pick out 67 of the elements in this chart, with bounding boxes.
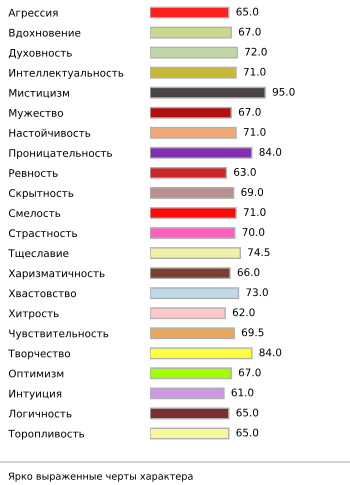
data-label: 70.0	[242, 228, 264, 236]
data-label: 67.0	[238, 368, 261, 376]
data-label: 69.0	[241, 188, 264, 196]
bar	[150, 6, 230, 18]
data-label: 95.0	[272, 88, 295, 96]
y-tick-label: Вдохновение	[9, 28, 80, 38]
data-label: 62.0	[232, 308, 255, 316]
y-tick-label: Проницательность	[9, 149, 112, 159]
bar	[150, 26, 232, 38]
y-tick-label: Тщеславие	[8, 249, 68, 258]
data-label: 73.0	[246, 288, 268, 296]
bar	[150, 307, 226, 320]
bar	[150, 106, 232, 119]
y-tick-label: Хитрость	[8, 310, 59, 320]
data-label: 66.0	[238, 268, 260, 276]
data-label: 65.0	[236, 8, 258, 16]
data-label: 71.0	[244, 68, 266, 76]
y-tick-label: Агрессия	[8, 8, 58, 19]
y-tick-label: Мужество	[9, 109, 64, 119]
bar	[150, 207, 237, 219]
bar	[150, 227, 236, 239]
y-tick-label: Логичность	[8, 410, 72, 418]
data-label: 72.0	[245, 48, 267, 56]
bar	[150, 428, 230, 440]
bar	[150, 146, 253, 159]
y-tick-label: Творчество	[8, 350, 70, 360]
bar	[150, 187, 234, 199]
bar	[150, 267, 231, 280]
data-label: 67.0	[238, 108, 261, 116]
data-label: 74.5	[248, 248, 270, 256]
y-tick-label: Настойчивость	[9, 128, 90, 137]
bar	[150, 367, 232, 380]
y-tick-label: Интеллектуальность	[9, 69, 124, 79]
bar	[150, 347, 253, 360]
bar	[150, 46, 238, 59]
data-label: 61.0	[232, 388, 254, 396]
y-tick-label: Смелость	[8, 209, 60, 218]
text: Ярко выраженные черты характера	[8, 472, 193, 482]
y-tick-label: Страстность	[8, 229, 77, 240]
bar	[150, 387, 225, 400]
bar	[150, 247, 241, 259]
bar	[150, 66, 237, 79]
y-tick-label: Ревность	[9, 169, 58, 177]
y-tick-label: Чувствительность	[9, 330, 108, 340]
data-label: 65.0	[236, 408, 258, 416]
y-tick-label: Скрытность	[8, 189, 74, 200]
bar	[150, 287, 240, 300]
data-label: 67.0	[238, 28, 261, 36]
data-label: 84.0	[259, 148, 282, 156]
data-label: 63.0	[234, 168, 256, 176]
bar	[150, 408, 230, 420]
data-label: 65.0	[236, 428, 258, 436]
bar	[150, 126, 237, 139]
y-tick-label: Торопливость	[8, 430, 84, 440]
y-tick-label: Харизматичность	[8, 269, 105, 280]
data-label: 69.5	[242, 328, 264, 336]
data-label: 71.0	[244, 128, 266, 136]
y-tick-label: Хвастовство	[8, 290, 76, 298]
bar	[150, 166, 228, 179]
data-label: 84.0	[259, 348, 282, 356]
bar	[150, 327, 235, 340]
y-tick-label: Интуиция	[9, 390, 62, 400]
y-tick-label: Духовность	[8, 48, 72, 59]
y-tick-label: Оптимизм	[8, 370, 64, 378]
bar	[150, 86, 266, 99]
y-tick-label: Мистицизм	[9, 89, 69, 98]
data-label: 71.0	[244, 208, 266, 216]
